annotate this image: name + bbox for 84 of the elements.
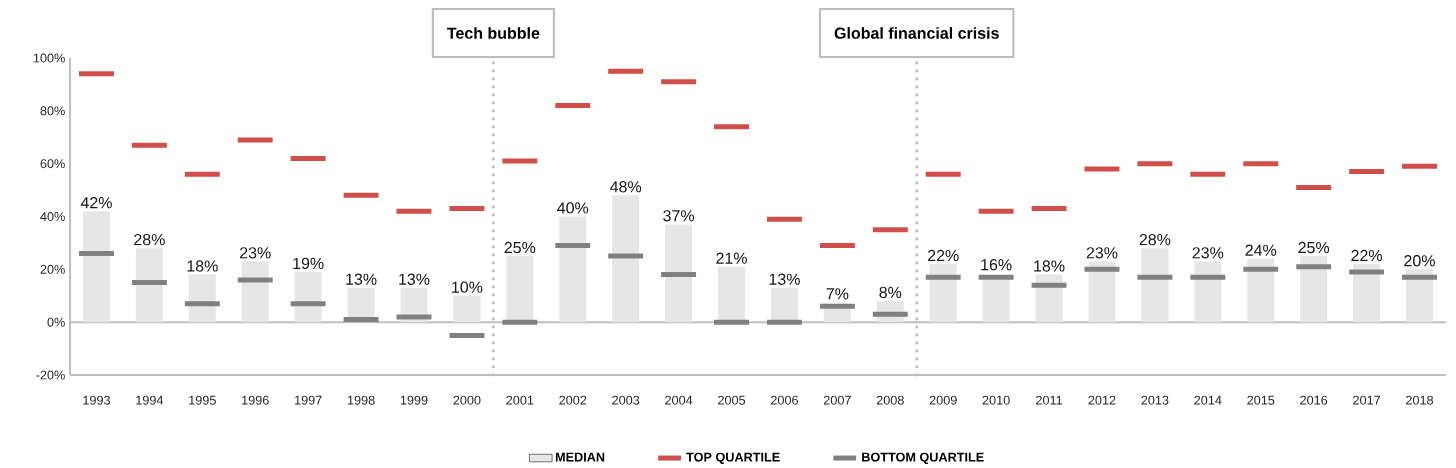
y-tick-label: 100% (33, 53, 65, 63)
data-label: 40% (557, 202, 589, 214)
bar (1194, 261, 1222, 323)
x-tick-label: 1997 (295, 395, 322, 405)
legend-label: TOP QUARTILE (686, 452, 780, 464)
x-tick-label: 2007 (823, 395, 851, 405)
x-tick-label: 2001 (506, 395, 534, 405)
x-tick-label: 2003 (612, 395, 640, 405)
x-tick-label: 2018 (1406, 395, 1434, 405)
data-label: 16% (981, 259, 1012, 271)
data-label: 48% (610, 181, 642, 193)
data-label: 37% (663, 210, 695, 222)
x-tick-label: 2015 (1247, 395, 1275, 405)
bar (135, 248, 163, 323)
data-label: 25% (1298, 241, 1330, 254)
bar (1088, 261, 1116, 323)
data-label: 13% (346, 273, 377, 285)
bar (665, 224, 693, 323)
data-label: 18% (1034, 260, 1065, 272)
x-tick-label: 1998 (347, 395, 375, 405)
bar (241, 261, 269, 323)
data-label: 23% (1086, 247, 1118, 259)
x-tick-label: 1994 (136, 395, 164, 405)
x-tick-label: 2010 (982, 395, 1010, 405)
x-tick-label: 2013 (1141, 395, 1169, 405)
data-label: 22% (928, 249, 959, 262)
data-label: 23% (240, 247, 271, 259)
y-tick-label: 20% (40, 264, 65, 274)
bar (982, 279, 1010, 323)
bar (1141, 248, 1169, 323)
bar (1406, 269, 1434, 323)
ref-line-label: Tech bubble (447, 27, 540, 39)
bar (453, 295, 481, 323)
bar (1300, 256, 1328, 323)
bar (294, 271, 322, 323)
bar (718, 266, 746, 323)
x-tick-label: 1996 (242, 395, 269, 405)
data-label: 24% (1245, 244, 1277, 256)
y-tick-label: 0% (47, 317, 65, 327)
x-tick-label: 2014 (1194, 395, 1222, 405)
bar (1353, 264, 1381, 323)
x-tick-label: 2000 (453, 395, 481, 405)
y-tick-label: 80% (40, 106, 65, 116)
x-tick-label: 2006 (770, 395, 798, 405)
x-tick-label: 2011 (1036, 395, 1063, 405)
legend-label: MEDIAN (555, 452, 605, 462)
data-label: 18% (187, 260, 218, 272)
data-label: 20% (1404, 255, 1435, 267)
y-tick-label: -20% (36, 370, 65, 380)
ref-line-label: Global financial crisis (834, 27, 999, 39)
bar (1247, 258, 1275, 323)
y-tick-label: 60% (40, 159, 65, 169)
x-tick-label: 2016 (1300, 395, 1328, 405)
data-label: 23% (1192, 247, 1224, 259)
x-tick-label: 1993 (83, 395, 110, 405)
x-tick-label: 1995 (189, 395, 216, 405)
data-label: 42% (80, 197, 112, 209)
x-tick-label: 2009 (929, 395, 957, 405)
data-label: 22% (1351, 249, 1383, 262)
x-tick-label: 2002 (559, 395, 587, 405)
x-tick-label: 2004 (665, 395, 693, 405)
data-label: 19% (293, 257, 324, 270)
data-label: 28% (1139, 233, 1171, 246)
data-label: 28% (134, 233, 165, 246)
data-label: 10% (452, 281, 483, 293)
x-tick-label: 2005 (718, 395, 746, 405)
legend-label: BOTTOM QUARTILE (862, 452, 984, 464)
data-label: 21% (716, 252, 747, 264)
x-tick-label: 2012 (1088, 395, 1116, 405)
bar (559, 216, 587, 323)
x-tick-label: 2008 (876, 395, 904, 405)
bar (82, 211, 110, 323)
data-label: 25% (504, 241, 536, 254)
bar (929, 264, 957, 323)
data-label: 8% (879, 286, 902, 299)
data-label: 13% (769, 273, 800, 285)
data-label: 13% (399, 273, 430, 285)
bar (506, 256, 534, 323)
x-tick-label: 2017 (1353, 395, 1381, 405)
data-label: 7% (826, 288, 849, 300)
y-tick-label: 40% (40, 212, 65, 221)
bar (770, 287, 798, 323)
bar (612, 195, 640, 323)
x-tick-label: 1999 (400, 395, 428, 405)
